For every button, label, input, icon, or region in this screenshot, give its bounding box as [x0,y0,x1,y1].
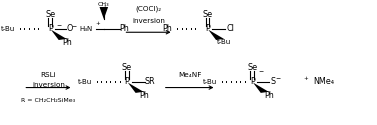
Text: t-Bu: t-Bu [203,78,217,84]
Text: |: | [103,5,105,12]
Text: −: − [259,69,264,74]
Text: NMe₄: NMe₄ [313,77,334,86]
Text: (COCl)₂: (COCl)₂ [135,6,162,12]
Text: +: + [95,21,100,26]
Text: P: P [250,77,254,86]
Text: R = CH₂CH₂SiMe₃: R = CH₂CH₂SiMe₃ [21,98,75,103]
Text: H₃N: H₃N [80,26,93,32]
Text: inversion: inversion [32,82,65,88]
Text: t-Bu: t-Bu [217,40,231,46]
Text: RSLi: RSLi [41,72,56,78]
Text: Se: Se [45,10,55,19]
Text: t-Bu: t-Bu [1,26,15,32]
Text: Se: Se [122,63,132,72]
Polygon shape [208,30,224,40]
Text: inversion: inversion [132,18,165,24]
Polygon shape [128,82,144,93]
Text: P: P [125,77,129,86]
Text: −: − [72,23,77,28]
Text: Ph: Ph [264,91,274,100]
Text: Ph: Ph [139,91,149,100]
Text: +: + [303,76,308,81]
Text: −: − [57,22,62,27]
Text: Ph: Ph [120,24,129,33]
Polygon shape [253,82,269,93]
Text: P: P [48,24,52,33]
Polygon shape [51,30,67,40]
Text: SR: SR [145,77,156,86]
Text: −: − [275,75,280,80]
Text: O: O [67,24,73,33]
Text: Me₄NF: Me₄NF [178,72,201,78]
Text: Cl: Cl [226,24,234,33]
Text: t-Bu: t-Bu [78,78,92,84]
Text: Ph: Ph [62,38,72,47]
Text: Se: Se [247,63,257,72]
Polygon shape [100,7,108,19]
Text: Se: Se [202,10,213,19]
Text: S: S [270,77,275,86]
Text: CH₃: CH₃ [98,2,110,6]
Text: P: P [205,24,210,33]
Text: Ph: Ph [163,24,172,33]
